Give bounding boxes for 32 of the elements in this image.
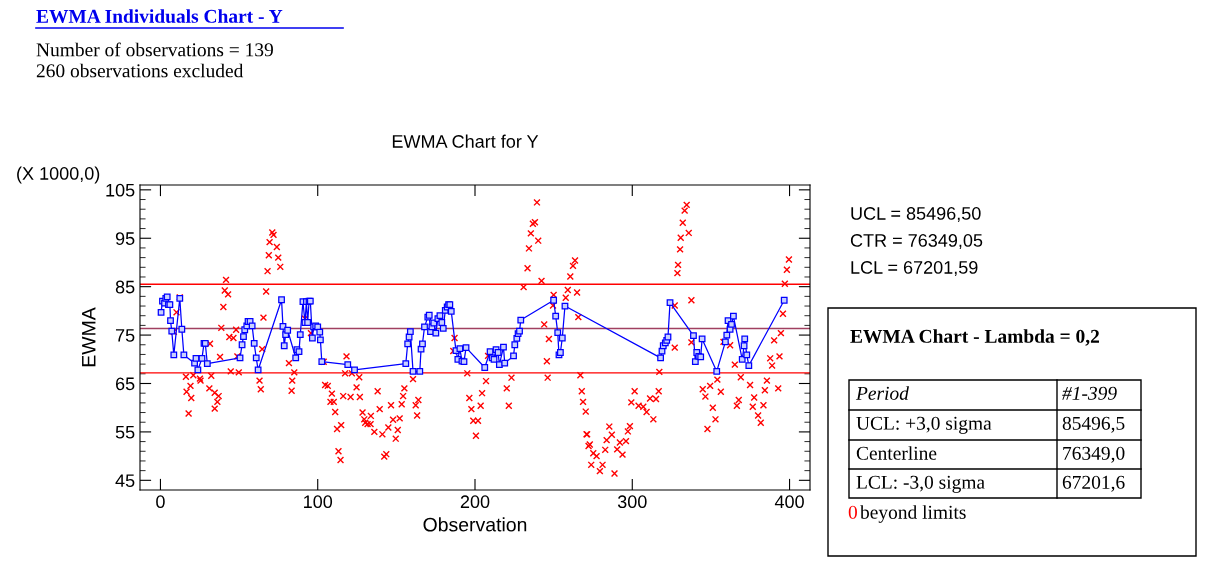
text: (X 1000,0) xyxy=(17,166,100,184)
text: CTR = 76349,05 xyxy=(850,234,983,249)
text: LCL = 67201,59 xyxy=(851,261,978,276)
text: Centerline xyxy=(856,446,937,460)
x-tick-label: 400 xyxy=(774,495,804,509)
x-tick-label: 200 xyxy=(460,495,490,509)
y-tick-label: 65 xyxy=(115,377,135,391)
text: UCL: +3,0 sigma xyxy=(856,416,992,434)
y-axis-title: EWMA xyxy=(82,307,96,367)
chart-subtitle: Number of observations = 139 260 observations excluded xyxy=(36,42,273,78)
y-tick-label: 85 xyxy=(115,280,135,294)
text: 0 xyxy=(848,505,857,519)
y-tick-label: 75 xyxy=(115,329,135,342)
text: Period xyxy=(855,386,909,400)
x-tick-label: 0 xyxy=(156,495,165,509)
text: 67201,6 xyxy=(1062,475,1125,492)
text: 76349,0 xyxy=(1063,446,1125,463)
text: 85496,5 xyxy=(1062,416,1125,433)
text: UCL = 85496,50 xyxy=(851,207,981,222)
x-tick-label: 300 xyxy=(617,495,647,509)
y-tick-label: 45 xyxy=(115,474,135,488)
y-tick-label: 55 xyxy=(115,426,135,439)
chart-title: EWMA Individuals Chart - Y xyxy=(36,9,283,23)
x-tick-label: 100 xyxy=(304,495,333,509)
text: EWMA Chart - Lambda = 0,2 xyxy=(850,329,1099,346)
text: LCL: -3,0 sigma xyxy=(856,475,985,493)
x-axis-title: Observation xyxy=(423,517,527,532)
y-tick-label: 105 xyxy=(106,183,135,197)
text: EWMA Chart for Y xyxy=(392,134,539,148)
text: #1-399 xyxy=(1062,386,1117,400)
y-tick-label: 95 xyxy=(115,232,135,245)
text: beyond limits xyxy=(860,505,966,523)
